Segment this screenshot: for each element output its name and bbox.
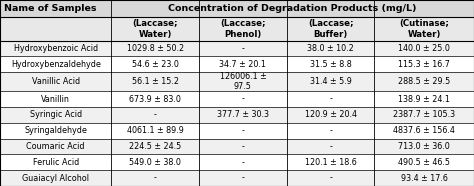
Text: 4061.1 ± 89.9: 4061.1 ± 89.9 [127, 126, 183, 135]
Text: -: - [329, 174, 332, 183]
Bar [0, 56, 474, 72]
Bar [111, 0, 474, 17]
Text: Hydroxybenzoic Acid: Hydroxybenzoic Acid [14, 44, 98, 53]
Text: 38.0 ± 10.2: 38.0 ± 10.2 [307, 44, 354, 53]
Text: 673.9 ± 83.0: 673.9 ± 83.0 [129, 95, 181, 104]
Text: Hydroxybenzaldehyde: Hydroxybenzaldehyde [11, 60, 100, 69]
Bar [0, 17, 474, 41]
Text: 120.1 ± 18.6: 120.1 ± 18.6 [305, 158, 356, 167]
Text: 138.9 ± 24.1: 138.9 ± 24.1 [398, 95, 450, 104]
Text: -: - [241, 44, 245, 53]
Text: 1029.8 ± 50.2: 1029.8 ± 50.2 [127, 44, 184, 53]
Bar [0, 107, 474, 123]
Text: Vanillin: Vanillin [41, 95, 70, 104]
Text: 56.1 ± 15.2: 56.1 ± 15.2 [132, 77, 179, 86]
Text: (Cutinase;
Water): (Cutinase; Water) [399, 19, 449, 39]
Text: -: - [241, 174, 245, 183]
Text: 115.3 ± 16.7: 115.3 ± 16.7 [398, 60, 450, 69]
Text: (Laccase;
Water): (Laccase; Water) [133, 19, 178, 39]
Text: Coumaric Acid: Coumaric Acid [27, 142, 85, 151]
Text: 288.5 ± 29.5: 288.5 ± 29.5 [398, 77, 450, 86]
Text: 54.6 ± 23.0: 54.6 ± 23.0 [132, 60, 179, 69]
Text: -: - [241, 142, 245, 151]
Text: Syringic Acid: Syringic Acid [30, 110, 82, 119]
Text: -: - [241, 158, 245, 167]
Text: 224.5 ± 24.5: 224.5 ± 24.5 [129, 142, 182, 151]
Text: 34.7 ± 20.1: 34.7 ± 20.1 [219, 60, 266, 69]
Text: 713.0 ± 36.0: 713.0 ± 36.0 [398, 142, 450, 151]
Text: Ferulic Acid: Ferulic Acid [33, 158, 79, 167]
Text: -: - [329, 95, 332, 104]
Text: 490.5 ± 46.5: 490.5 ± 46.5 [398, 158, 450, 167]
Text: 120.9 ± 20.4: 120.9 ± 20.4 [305, 110, 356, 119]
Text: 2387.7 ± 105.3: 2387.7 ± 105.3 [393, 110, 456, 119]
Bar [0, 154, 474, 170]
Text: -: - [241, 95, 245, 104]
Text: -: - [154, 174, 157, 183]
Text: (Laccase;
Buffer): (Laccase; Buffer) [308, 19, 353, 39]
Text: 31.4 ± 5.9: 31.4 ± 5.9 [310, 77, 352, 86]
Text: 140.0 ± 25.0: 140.0 ± 25.0 [398, 44, 450, 53]
Text: -: - [329, 126, 332, 135]
Text: Syringaldehyde: Syringaldehyde [24, 126, 87, 135]
Bar [0, 123, 474, 139]
Text: -: - [329, 142, 332, 151]
Text: 31.5 ± 8.8: 31.5 ± 8.8 [310, 60, 352, 69]
Bar [0, 0, 111, 17]
Text: (Laccase;
Phenol): (Laccase; Phenol) [220, 19, 265, 39]
Bar [0, 91, 474, 107]
Text: 549.0 ± 38.0: 549.0 ± 38.0 [129, 158, 181, 167]
Bar [0, 170, 474, 186]
Text: 4837.6 ± 156.4: 4837.6 ± 156.4 [393, 126, 455, 135]
Text: Name of Samples: Name of Samples [4, 4, 96, 13]
Text: 126006.1 ±
97.5: 126006.1 ± 97.5 [219, 72, 266, 91]
Text: Vanillic Acid: Vanillic Acid [32, 77, 80, 86]
Text: -: - [154, 110, 157, 119]
Text: Guaiacyl Alcohol: Guaiacyl Alcohol [22, 174, 89, 183]
Text: 377.7 ± 30.3: 377.7 ± 30.3 [217, 110, 269, 119]
Bar [0, 41, 474, 56]
Bar [0, 72, 474, 91]
Text: Concentration of Degradation Products (mg/L): Concentration of Degradation Products (m… [168, 4, 417, 13]
Text: 93.4 ± 17.6: 93.4 ± 17.6 [401, 174, 447, 183]
Bar [0, 139, 474, 154]
Text: -: - [241, 126, 245, 135]
